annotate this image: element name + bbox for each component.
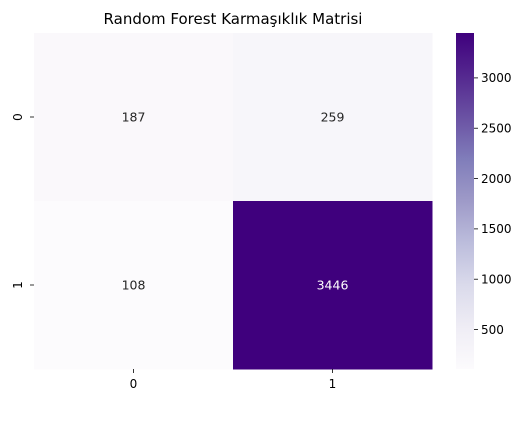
cell-value-label: 3446 <box>317 278 349 293</box>
colorbar-gradient <box>456 33 474 369</box>
cell-value-label: 259 <box>321 110 345 125</box>
y-axis: 01 <box>11 113 34 289</box>
y-tick-label: 1 <box>11 281 25 289</box>
cell-value-label: 108 <box>122 278 146 293</box>
heatmap-cell-r1-c1 <box>233 201 433 370</box>
heatmap-cell-r0-c1 <box>233 33 433 202</box>
colorbar-tick-label: 1000 <box>481 273 512 287</box>
colorbar-tick-label: 2000 <box>481 172 512 186</box>
cell-value-label: 187 <box>122 110 146 125</box>
heatmap-cell-r1-c0 <box>34 201 234 370</box>
colorbar: 500 1000 1500 2000 2500 3000 <box>456 33 512 369</box>
colorbar-tick-label: 500 <box>481 323 504 337</box>
heatmap-cells <box>34 33 433 370</box>
heatmap-cell-r0-c0 <box>34 33 234 202</box>
x-tick-label: 0 <box>130 377 138 391</box>
colorbar-tick-label: 2500 <box>481 122 512 136</box>
heatmap-cell-labels: 187 259 108 3446 <box>122 110 349 293</box>
y-tick-label: 0 <box>11 113 25 121</box>
colorbar-tick-label: 3000 <box>481 71 512 85</box>
colorbar-tick-label: 1500 <box>481 222 512 236</box>
x-tick-label: 1 <box>329 377 337 391</box>
chart-title: Random Forest Karmaşıklık Matrisi <box>104 10 363 28</box>
